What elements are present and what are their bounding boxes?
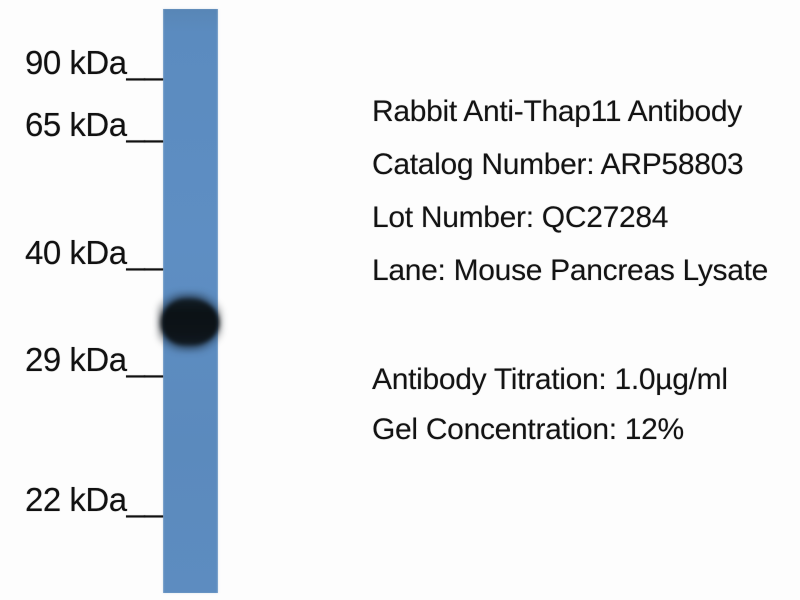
marker-label-65kda: 65 kDa__ <box>25 106 163 143</box>
marker-label-40kda: 40 kDa__ <box>25 234 163 271</box>
protein-band <box>161 299 219 345</box>
antibody-titration: Antibody Titration: 1.0µg/ml <box>372 363 728 396</box>
lane-description: Lane: Mouse Pancreas Lysate <box>372 254 769 287</box>
gel-concentration: Gel Concentration: 12% <box>372 413 684 446</box>
marker-label-29kda: 29 kDa__ <box>25 341 163 378</box>
antibody-title: Rabbit Anti-Thap11 Antibody <box>372 95 742 128</box>
lot-number: Lot Number: QC27284 <box>372 201 669 234</box>
marker-label-22kda: 22 kDa__ <box>25 481 163 518</box>
marker-label-90kda: 90 kDa__ <box>25 44 163 81</box>
catalog-number: Catalog Number: ARP58803 <box>372 148 744 181</box>
